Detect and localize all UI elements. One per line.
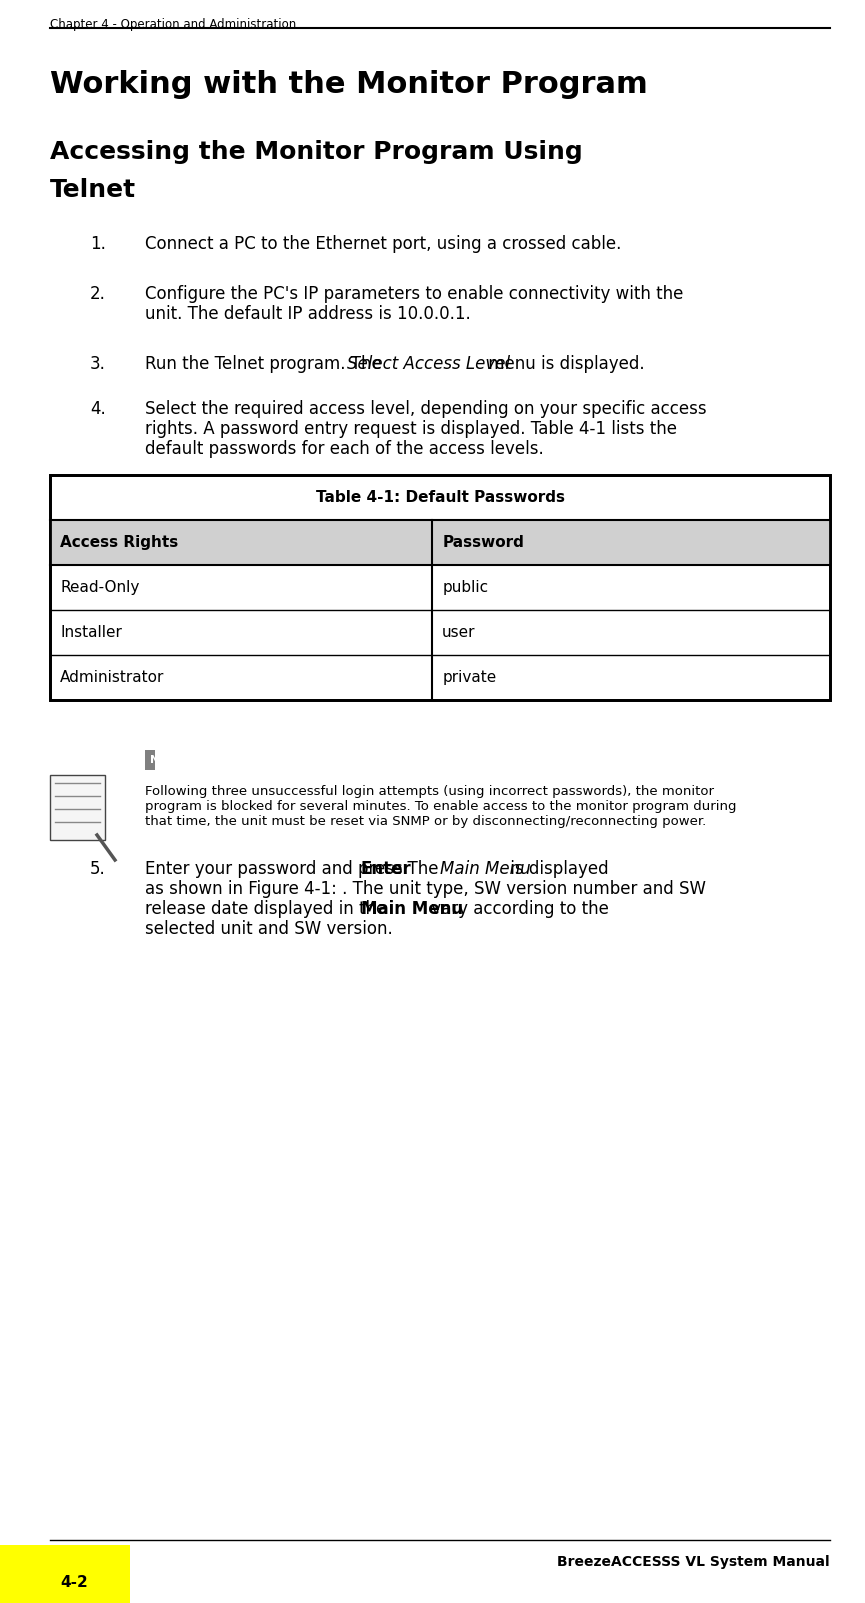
Text: is displayed: is displayed bbox=[505, 859, 609, 878]
Text: 1.: 1. bbox=[90, 236, 106, 253]
Text: menu is displayed.: menu is displayed. bbox=[484, 354, 645, 373]
Text: 3.: 3. bbox=[90, 354, 106, 373]
Text: Select the required access level, depending on your specific access: Select the required access level, depend… bbox=[145, 401, 707, 418]
Text: NOTE: NOTE bbox=[150, 755, 184, 765]
Text: user: user bbox=[442, 625, 476, 640]
Text: 4-2: 4-2 bbox=[60, 1576, 87, 1590]
Text: 2.: 2. bbox=[90, 285, 106, 303]
Text: Enter: Enter bbox=[361, 859, 412, 878]
Bar bbox=[145, 750, 155, 769]
Bar bbox=[50, 519, 830, 564]
Bar bbox=[50, 474, 830, 701]
Text: Accessing the Monitor Program Using: Accessing the Monitor Program Using bbox=[50, 139, 583, 164]
Text: Table 4-1: Default Passwords: Table 4-1: Default Passwords bbox=[316, 491, 565, 505]
Text: Main Menu: Main Menu bbox=[440, 859, 531, 878]
Text: program is blocked for several minutes. To enable access to the monitor program : program is blocked for several minutes. … bbox=[145, 800, 736, 813]
Text: Connect a PC to the Ethernet port, using a crossed cable.: Connect a PC to the Ethernet port, using… bbox=[145, 236, 621, 253]
Text: vary according to the: vary according to the bbox=[426, 899, 609, 919]
Text: BreezeACCESSS VL System Manual: BreezeACCESSS VL System Manual bbox=[557, 1555, 830, 1569]
Text: 5.: 5. bbox=[90, 859, 106, 878]
Text: private: private bbox=[442, 670, 497, 684]
Text: Enter your password and press: Enter your password and press bbox=[145, 859, 408, 878]
Text: Telnet: Telnet bbox=[50, 178, 136, 202]
Text: Select Access Level: Select Access Level bbox=[347, 354, 509, 373]
Text: Installer: Installer bbox=[60, 625, 122, 640]
Text: Password: Password bbox=[442, 535, 524, 550]
Bar bbox=[50, 474, 830, 701]
Text: Administrator: Administrator bbox=[60, 670, 164, 684]
Bar bbox=[0, 1545, 130, 1603]
Text: selected unit and SW version.: selected unit and SW version. bbox=[145, 920, 393, 938]
Text: 4.: 4. bbox=[90, 401, 106, 418]
Bar bbox=[50, 774, 105, 840]
Text: rights. A password entry request is displayed. Table 4-1 lists the: rights. A password entry request is disp… bbox=[145, 420, 677, 438]
Text: Access Rights: Access Rights bbox=[60, 535, 178, 550]
Text: default passwords for each of the access levels.: default passwords for each of the access… bbox=[145, 439, 544, 458]
Text: unit. The default IP address is 10.0.0.1.: unit. The default IP address is 10.0.0.1… bbox=[145, 305, 471, 322]
Text: . The: . The bbox=[397, 859, 444, 878]
Text: Main Menu: Main Menu bbox=[361, 899, 463, 919]
Text: public: public bbox=[442, 580, 489, 595]
Text: Working with the Monitor Program: Working with the Monitor Program bbox=[50, 71, 648, 99]
Text: release date displayed in the: release date displayed in the bbox=[145, 899, 392, 919]
Text: that time, the unit must be reset via SNMP or by disconnecting/reconnecting powe: that time, the unit must be reset via SN… bbox=[145, 814, 706, 829]
Text: Following three unsuccessful login attempts (using incorrect passwords), the mon: Following three unsuccessful login attem… bbox=[145, 785, 714, 798]
Text: Run the Telnet program. The: Run the Telnet program. The bbox=[145, 354, 387, 373]
Text: Chapter 4 - Operation and Administration: Chapter 4 - Operation and Administration bbox=[50, 18, 296, 30]
Text: Configure the PC's IP parameters to enable connectivity with the: Configure the PC's IP parameters to enab… bbox=[145, 285, 683, 303]
Text: Read-Only: Read-Only bbox=[60, 580, 139, 595]
Text: as shown in Figure 4-1: . The unit type, SW version number and SW: as shown in Figure 4-1: . The unit type,… bbox=[145, 880, 706, 898]
